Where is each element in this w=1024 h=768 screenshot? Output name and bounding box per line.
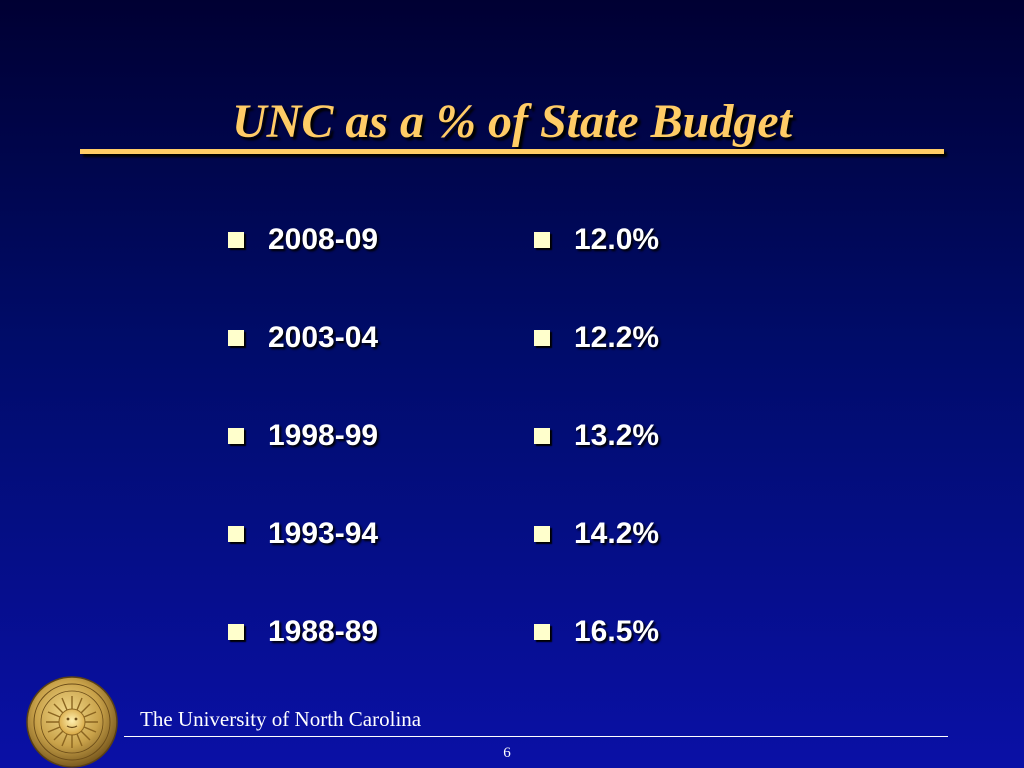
title-underline [80,149,944,154]
percentage-value: 13.2% [574,419,660,452]
percentage-item: 12.0% [534,222,659,320]
years-column: 2008-09 2003-04 1998-99 1993-94 1988-89 [228,222,378,712]
slide-title: UNC as a % of State Budget [231,95,792,148]
square-bullet-icon [534,428,550,444]
year-label: 1993-94 [268,517,379,550]
square-bullet-icon [228,526,244,542]
year-label: 2003-04 [268,321,379,354]
square-bullet-icon [228,330,244,346]
year-label: 1988-89 [268,615,379,648]
percentage-value: 12.0% [574,223,660,256]
percentage-item: 14.2% [534,516,659,614]
square-bullet-icon [534,526,550,542]
percentage-item: 13.2% [534,418,659,516]
year-item: 2008-09 [228,222,378,320]
year-item: 2003-04 [228,320,378,418]
percentage-value: 16.5% [574,615,660,648]
percentages-column: 12.0% 12.2% 13.2% 14.2% 16.5% [534,222,659,712]
percentage-value: 14.2% [574,517,660,550]
year-label: 2008-09 [268,223,379,256]
footer-university-name: The University of North Carolina [140,707,422,731]
square-bullet-icon [228,232,244,248]
square-bullet-icon [534,330,550,346]
year-item: 1998-99 [228,418,378,516]
page-number: 6 [503,745,511,761]
year-item: 1988-89 [228,614,378,712]
square-bullet-icon [534,624,550,640]
percentage-item: 16.5% [534,614,659,712]
square-bullet-icon [228,428,244,444]
footer-divider [124,736,948,737]
square-bullet-icon [534,232,550,248]
university-seal-icon [26,676,118,768]
year-item: 1993-94 [228,516,378,614]
year-label: 1998-99 [268,419,379,452]
percentage-item: 12.2% [534,320,659,418]
percentage-value: 12.2% [574,321,660,354]
square-bullet-icon [228,624,244,640]
